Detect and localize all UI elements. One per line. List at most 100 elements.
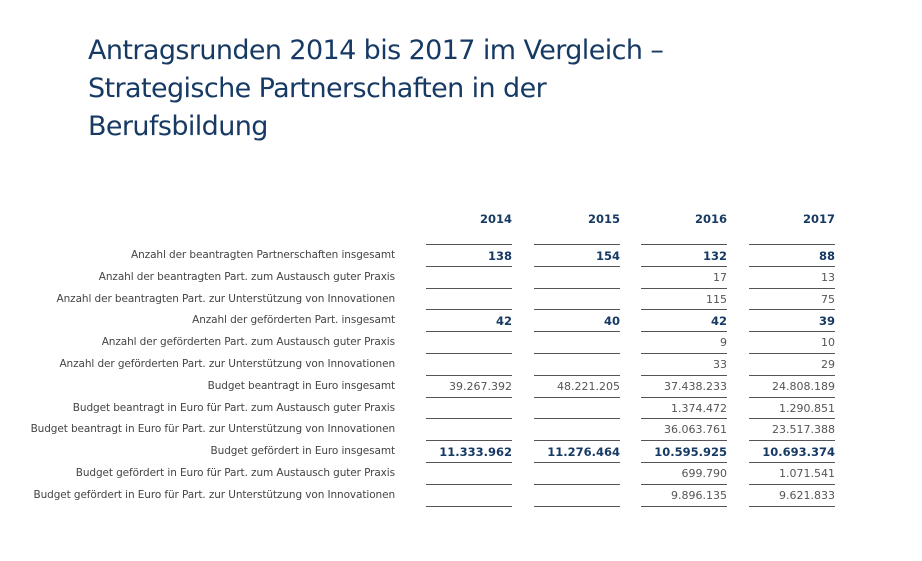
title-line-2: Strategische Partnerschaften in der [88, 73, 547, 104]
table-cell: 42 [710, 314, 727, 329]
rule [426, 506, 512, 507]
rule [534, 331, 620, 332]
rule [426, 484, 512, 485]
rule [749, 440, 835, 441]
row-label: Budget gefördert in Euro für Part. zum A… [75, 467, 395, 479]
rule [641, 353, 727, 354]
page-title: Antragsrunden 2014 bis 2017 im Vergleich… [88, 32, 788, 146]
rule [749, 244, 835, 245]
rule [534, 288, 620, 289]
table-cell: 10 [821, 336, 835, 350]
table-cell: 37.438.233 [664, 379, 727, 393]
rule [426, 266, 512, 267]
rule [749, 506, 835, 507]
rule [749, 309, 835, 310]
row-label: Budget beantragt in Euro für Part. zum A… [72, 401, 395, 414]
table-cell: 40 [603, 314, 620, 329]
row-label: Anzahl der geförderten Part. zur Unterst… [59, 358, 395, 370]
row-label: Anzahl der beantragten Part. zum Austaus… [98, 270, 395, 283]
table-cell: 24.808.189 [772, 379, 835, 393]
title-line-1: Antragsrunden 2014 bis 2017 im Vergleich… [88, 35, 664, 66]
rule [534, 397, 620, 398]
rule [749, 418, 835, 419]
row-label: Anzahl der beantragten Partnerschaften i… [131, 249, 395, 261]
column-header-2014: 2014 [479, 212, 512, 226]
column-header-2017: 2017 [802, 212, 835, 226]
rule [426, 440, 512, 441]
rule [426, 375, 512, 376]
title-line-3: Berufsbildung [88, 111, 268, 142]
table-cell: 88 [818, 249, 835, 263]
rule [641, 484, 727, 485]
table-cell: 9 [720, 336, 727, 350]
rule [426, 331, 512, 332]
rule [641, 375, 727, 376]
rule [534, 353, 620, 354]
rule [426, 462, 512, 463]
rule [534, 462, 620, 463]
rule [749, 462, 835, 463]
rule [426, 418, 512, 419]
rule [426, 309, 512, 310]
row-label: Budget beantragt in Euro für Part. zur U… [30, 423, 396, 436]
table-cell: 10.693.374 [762, 445, 835, 460]
rule [426, 397, 512, 398]
rule [426, 288, 512, 289]
table-cell: 75 [821, 292, 835, 306]
table-cell: 138 [487, 249, 512, 263]
table-cell: 29 [821, 358, 835, 371]
table-cell: 42 [495, 314, 512, 329]
rule [641, 309, 727, 310]
row-label: Anzahl der geförderten Part. insgesamt [192, 314, 395, 327]
table-cell: 11.333.962 [439, 445, 512, 460]
table-cell: 1.290.851 [779, 401, 835, 415]
row-label: Budget gefördert in Euro für Part. zur U… [33, 488, 395, 501]
rule [426, 353, 512, 354]
rule [641, 418, 727, 419]
column-header-2015: 2015 [587, 212, 620, 226]
rule [749, 484, 835, 485]
rule [749, 353, 835, 354]
table-cell: 115 [706, 292, 727, 306]
rule [534, 418, 620, 419]
rule [534, 266, 620, 267]
rule [534, 506, 620, 507]
table-cell: 11.276.464 [547, 445, 620, 460]
rule [641, 331, 727, 332]
table-cell: 9.896.135 [671, 488, 727, 502]
rule [749, 397, 835, 398]
table-cell: 132 [702, 249, 727, 263]
rule [749, 331, 835, 332]
rule [641, 397, 727, 398]
table-cell: 9.621.833 [779, 488, 835, 502]
table-cell: 1.374.472 [671, 401, 727, 415]
rule [534, 244, 620, 245]
row-label: Anzahl der beantragten Part. zur Unterst… [56, 292, 396, 305]
table-cell: 36.063.761 [664, 423, 727, 437]
table-cell: 699.790 [681, 467, 728, 480]
table-cell: 39 [818, 314, 835, 329]
rule [749, 266, 835, 267]
rule [749, 288, 835, 289]
rule [641, 440, 727, 441]
table-cell: 13 [821, 270, 835, 284]
table-cell: 17 [713, 270, 727, 284]
table-cell: 1.071.541 [779, 467, 835, 480]
table-cell: 10.595.925 [654, 445, 727, 460]
rule [534, 440, 620, 441]
row-label: Anzahl der geförderten Part. zum Austaus… [101, 336, 395, 349]
table-cell: 48.221.205 [557, 379, 620, 393]
rule [426, 244, 512, 245]
table-cell: 23.517.388 [772, 423, 835, 437]
row-label: Budget gefördert in Euro insgesamt [210, 445, 396, 458]
rule [641, 462, 727, 463]
table-cell: 154 [595, 249, 620, 263]
table-cell: 39.267.392 [449, 379, 512, 393]
column-header-2016: 2016 [694, 212, 727, 226]
rule [534, 309, 620, 310]
rule [641, 266, 727, 267]
rule [641, 288, 727, 289]
rule [641, 244, 727, 245]
row-label: Budget beantragt in Euro insgesamt [207, 379, 395, 392]
